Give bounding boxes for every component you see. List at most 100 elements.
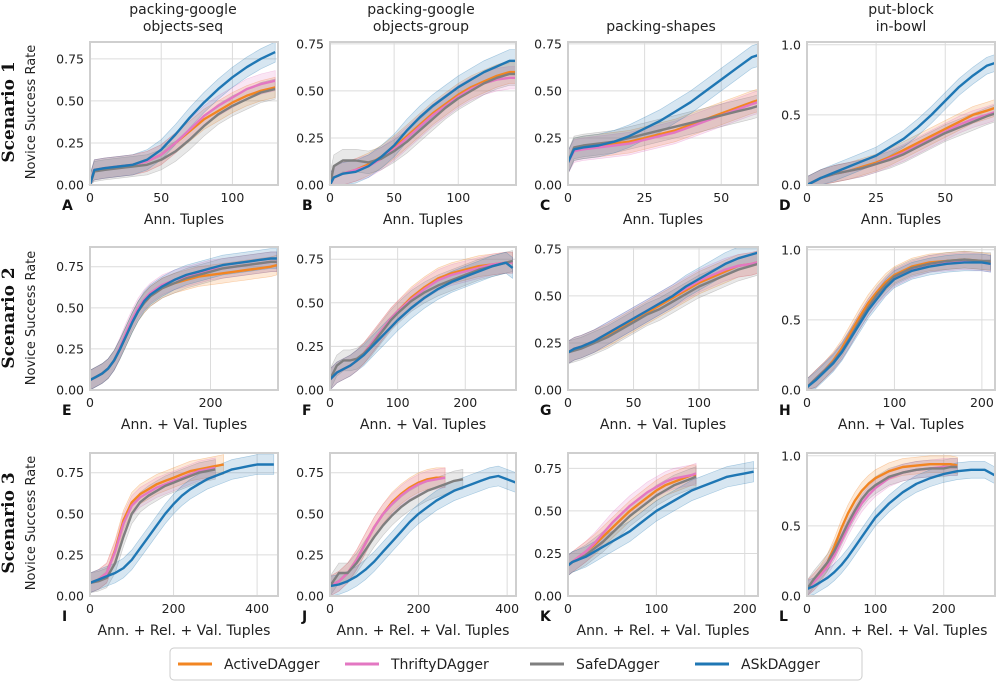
panel-b-letter: B [302, 198, 313, 214]
panel-h-frame [806, 246, 996, 391]
panel-k-band-askdagger [567, 461, 754, 577]
panel-i-x-tick-label: 0 [86, 601, 94, 616]
panel-g-line-askdagger [567, 251, 759, 354]
legend-item-activedagger: ActiveDAgger [178, 657, 320, 673]
panel-c-x-tick-label: 0 [564, 190, 572, 205]
panel-k-y-tick-label: 0.25 [534, 546, 562, 561]
legend-item-thriftydagger: ThriftyDAgger [345, 657, 489, 673]
panel-a: 0 50 100 0.00 0.25 0.50 0.75 A Ann. Tuples [56, 41, 279, 228]
legend-item-safedagger: SafeDAgger [530, 657, 660, 673]
panel-g-y-tick-label: 0.50 [534, 288, 562, 303]
panel-c-y-tick-label: 0.00 [534, 178, 562, 193]
panel-j-line-askdagger [329, 474, 517, 588]
panel-b-y-tick-label: 0.50 [296, 83, 324, 98]
panel-c-line-safedagger [566, 104, 759, 163]
panel-d-plot-area [807, 42, 995, 185]
panel-a-frame [89, 41, 279, 186]
panel-i-line-safedagger [89, 468, 216, 585]
panel-l-line-safedagger [806, 465, 958, 590]
panel-c-line-askdagger [566, 54, 759, 163]
panel-l-y-tick-label: 0.5 [781, 518, 801, 533]
panel-f-x-axis-label: Ann. + Val. Tuples [360, 417, 486, 433]
panel-h-band-safedagger [806, 250, 991, 391]
panel-i-y-tick-label: 0.25 [56, 547, 84, 562]
panel-g-x-tick-label: 0 [564, 395, 572, 410]
panel-e-x-tick-label: 200 [199, 395, 223, 410]
panel-d-y-tick-label: 1.0 [781, 37, 801, 52]
panel-a-letter: A [62, 198, 73, 214]
panel-e-y-tick-label: 0.50 [56, 300, 84, 315]
panel-j-line-safedagger [329, 478, 464, 587]
panel-f-y-tick-label: 0.25 [296, 339, 324, 354]
panel-f-line-safedagger [328, 259, 513, 381]
column-title-4a: put-block [868, 2, 934, 18]
panel-d-x-axis-label: Ann. Tuples [861, 212, 941, 228]
panel-h-y-tick-label: 0.0 [781, 383, 801, 398]
panel-a-band-askdagger [89, 41, 276, 186]
panel-c-y-tick-label: 0.25 [534, 130, 562, 145]
panel-h-line-askdagger [806, 261, 991, 389]
panel-k-line-thriftydagger [567, 472, 697, 567]
panel-g-frame [567, 246, 759, 391]
panel-f-x-tick-label: 200 [453, 395, 477, 410]
panel-i-x-tick-label: 400 [245, 601, 269, 616]
panel-i-y-tick-label: 0.50 [56, 506, 84, 521]
panel-k-line-askdagger [567, 470, 754, 567]
panel-g-line-safedagger [567, 262, 759, 354]
panel-g-y-tick-label: 0.00 [534, 383, 562, 398]
panel-k-x-tick-label: 200 [733, 601, 757, 616]
panel-f-plot-area [330, 247, 516, 390]
panel-h-x-tick-label: 200 [970, 395, 994, 410]
panel-l-x-axis-label: Ann. + Rel. + Val. Tuples [815, 623, 988, 639]
panel-i: 0 200 400 0.00 0.25 0.50 0.75 I Ann. + Rel. + Va… [56, 452, 279, 639]
panel-e-letter: E [62, 403, 72, 419]
panel-l-frame [806, 452, 996, 597]
row-title-1: Scenario 1 [0, 61, 19, 162]
panel-a-line-askdagger [88, 51, 276, 186]
panel-j-y-tick-label: 0.50 [296, 506, 324, 521]
column-title-3: packing-shapes [606, 19, 716, 35]
panel-f-letter: F [302, 403, 312, 419]
panel-a-y-tick-label: 0.50 [56, 93, 84, 108]
panel-f-y-tick-label: 0.50 [296, 295, 324, 310]
panel-k-frame [567, 452, 759, 597]
panel-e-x-tick-label: 0 [86, 395, 94, 410]
panel-j-band-thriftydagger [329, 467, 446, 597]
y-axis-label-row-2: Novice Success Rate [24, 251, 39, 386]
panel-d-line-safedagger [806, 112, 996, 187]
panel-i-y-tick-label: 0.75 [56, 465, 84, 480]
panel-e-frame [89, 246, 279, 391]
panel-k-x-axis-label: Ann. + Rel. + Val. Tuples [577, 623, 750, 639]
panel-h-x-axis-label: Ann. + Val. Tuples [838, 417, 964, 433]
panel-b-x-tick-label: 50 [386, 190, 402, 205]
panel-b-x-axis-label: Ann. Tuples [383, 212, 463, 228]
row-title-3: Scenario 3 [0, 472, 19, 573]
panel-i-line-askdagger [89, 463, 274, 585]
panel-c-frame [567, 41, 759, 186]
panel-d-frame [806, 41, 996, 186]
panel-i-x-axis-label: Ann. + Rel. + Val. Tuples [98, 623, 271, 639]
legend-item-askdagger: ASkDAgger [695, 657, 820, 673]
panel-e-x-axis-label: Ann. + Val. Tuples [121, 417, 247, 433]
panel-b-y-tick-label: 0.75 [296, 36, 324, 51]
panel-l-y-tick-label: 1.0 [781, 448, 801, 463]
panel-d-letter: D [779, 198, 791, 214]
panel-e-y-tick-label: 0.00 [56, 383, 84, 398]
panel-c-line-thriftydagger [566, 101, 759, 163]
panel-j-frame [329, 452, 517, 597]
panel-j-x-tick-label: 0 [326, 601, 334, 616]
panel-i-letter: I [62, 609, 67, 625]
panel-a-x-tick-label: 100 [220, 190, 244, 205]
panel-d-y-tick-label: 0.5 [781, 107, 801, 122]
panel-f: 0 100 200 0.00 0.25 0.50 0.75 F Ann. + Val. Tupl… [296, 246, 517, 433]
panel-j-y-tick-label: 0.75 [296, 465, 324, 480]
column-title-4b: in-bowl [876, 19, 927, 35]
column-title-2b: objects-group [373, 19, 469, 35]
panel-j: 0 200 400 0.00 0.25 0.50 0.75 J Ann. + Rel. + Va… [296, 452, 519, 639]
panel-d-x-tick-label: 0 [803, 190, 811, 205]
panel-e-y-tick-label: 0.75 [56, 259, 84, 274]
panel-b: 0 50 100 0.00 0.25 0.50 0.75 B Ann. Tuples [296, 36, 517, 228]
panel-f-x-tick-label: 100 [386, 395, 410, 410]
panel-h-x-tick-label: 0 [803, 395, 811, 410]
